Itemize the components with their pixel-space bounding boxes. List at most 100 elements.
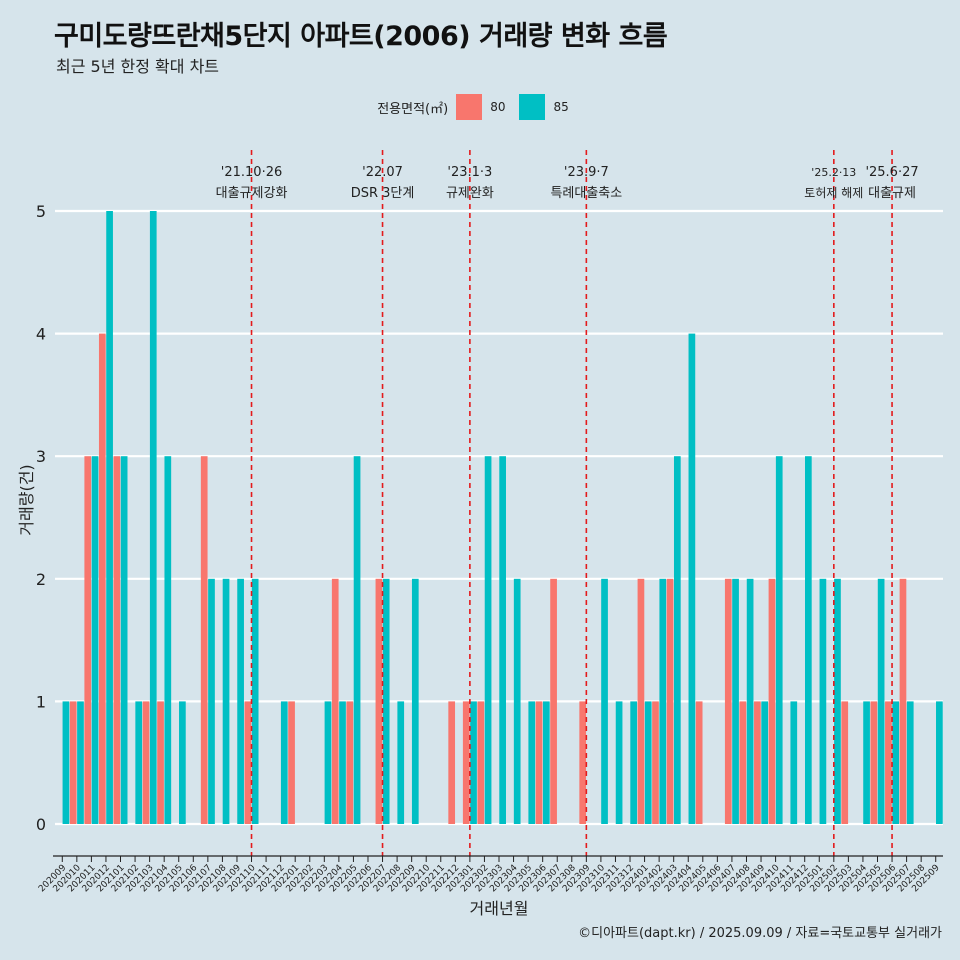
bar-85-202105 <box>179 701 186 824</box>
bar-85-202403 <box>673 456 681 824</box>
bar-85-202407 <box>732 578 739 824</box>
bar-85-202410 <box>775 456 783 824</box>
legend-label-85: 85 <box>553 100 569 114</box>
bar-80-202505 <box>870 701 878 824</box>
bar-80-202409 <box>754 701 761 824</box>
y-axis-title: 거래량(건) <box>17 464 36 535</box>
bar-85-202404 <box>688 333 696 824</box>
bar-85-202504 <box>863 701 870 824</box>
legend-title: 전용면적(㎡) <box>377 101 449 117</box>
event-date-label: '22.07 <box>362 165 403 180</box>
event-name-label: DSR 3단계 <box>351 186 415 201</box>
event-date-label: '25.2·13 <box>811 166 856 179</box>
legend-label-80: 80 <box>490 100 506 114</box>
bar-80-202503 <box>841 701 849 824</box>
bar-85-202012 <box>106 211 113 824</box>
bar-85-202305 <box>528 701 536 824</box>
bar-85-202112 <box>280 701 288 824</box>
bar-80-202205 <box>346 701 354 824</box>
bar-85-202402 <box>659 578 667 824</box>
bar-80-202104 <box>157 701 164 824</box>
bar-80-202309 <box>579 701 587 824</box>
bar-80-202010 <box>69 701 77 824</box>
bar-85-202312 <box>630 701 638 824</box>
source-caption: ©디아파트(dapt.kr) / 2025.09.09 / 자료=국토교통부 실… <box>578 926 942 941</box>
chart-title: 구미도량뜨란채5단지 아파트(2006) 거래량 변화 흐름 <box>54 21 668 52</box>
bar-80-202402 <box>652 701 659 824</box>
bar-80-202408 <box>739 701 747 824</box>
bar-80-202306 <box>535 701 543 824</box>
bar-85-202502 <box>834 578 841 824</box>
chart-subtitle: 최근 5년 한정 확대 차트 <box>56 57 220 76</box>
bar-85-202506 <box>892 701 900 824</box>
bar-80-202107 <box>200 456 208 824</box>
bar-85-202009 <box>62 701 70 824</box>
bar-85-202311 <box>615 701 623 824</box>
bar-85-202401 <box>644 701 652 824</box>
bar-85-202205 <box>353 456 361 824</box>
bar-85-202409 <box>761 701 769 824</box>
bar-85-202411 <box>790 701 798 824</box>
bar-85-202207 <box>382 578 390 824</box>
bar-85-202412 <box>804 456 812 824</box>
event-date-label: '21.10·26 <box>221 165 282 180</box>
event-name-label: 토허제 해제 <box>804 186 863 200</box>
bar-85-202109 <box>237 578 244 824</box>
bar-85-202304 <box>513 578 521 824</box>
y-tick-label: 2 <box>36 570 46 589</box>
bar-85-202102 <box>135 701 143 824</box>
bar-80-202410 <box>768 578 776 824</box>
y-tick-label: 0 <box>36 815 46 834</box>
event-date-label: '23.1·3 <box>447 165 492 180</box>
bar-85-202204 <box>339 701 346 824</box>
bar-80-202207 <box>375 578 383 824</box>
bar-85-202302 <box>484 456 492 824</box>
bar-80-202302 <box>477 701 485 824</box>
bar-85-202306 <box>542 701 550 824</box>
bar-80-202506 <box>885 701 892 824</box>
bar-85-202203 <box>324 701 332 824</box>
event-date-label: '23.9·7 <box>564 165 609 180</box>
bar-80-202405 <box>695 701 703 824</box>
bar-85-202408 <box>746 578 754 824</box>
bar-80-202212 <box>448 701 456 824</box>
bar-85-202101 <box>120 456 128 824</box>
bar-80-202110 <box>244 701 252 824</box>
y-tick-label: 1 <box>36 692 46 711</box>
bar-85-202509 <box>936 701 943 824</box>
event-name-label: 규제완화 <box>446 186 494 201</box>
bar-80-202012 <box>98 333 106 824</box>
bar-85-202104 <box>164 456 172 824</box>
bar-85-202108 <box>222 578 230 824</box>
y-tick-label: 3 <box>36 447 46 466</box>
bar-80-202204 <box>331 578 339 824</box>
bar-85-202107 <box>208 578 215 824</box>
bar-85-202208 <box>397 701 405 824</box>
bar-85-202507 <box>906 701 914 824</box>
event-name-label: 대출규제 <box>868 186 916 201</box>
bar-85-202505 <box>877 578 885 824</box>
bar-80-202401 <box>637 578 645 824</box>
bar-85-202010 <box>77 701 84 824</box>
bar-80-202201 <box>288 701 295 824</box>
event-date-label: '25.6·27 <box>865 165 918 180</box>
legend-swatch-80 <box>456 94 483 120</box>
bar-85-202501 <box>819 578 827 824</box>
bar-85-202301 <box>470 701 477 824</box>
y-tick-label: 4 <box>36 325 46 344</box>
bar-85-202209 <box>411 578 419 824</box>
bar-85-202310 <box>601 578 608 824</box>
legend-swatch-85 <box>519 94 546 120</box>
bar-80-202301 <box>462 701 470 824</box>
x-axis-title: 거래년월 <box>470 899 529 918</box>
event-name-label: 대출규제강화 <box>216 186 288 201</box>
bar-80-202407 <box>724 578 732 824</box>
bar-80-202101 <box>113 456 121 824</box>
bar-80-202403 <box>666 578 674 824</box>
legend: 전용면적(㎡) 80 85 <box>0 93 960 121</box>
event-name-label: 특례대출축소 <box>550 186 622 201</box>
bar-85-202110 <box>251 578 259 824</box>
bar-80-202507 <box>899 578 907 824</box>
bar-85-202103 <box>149 211 157 824</box>
